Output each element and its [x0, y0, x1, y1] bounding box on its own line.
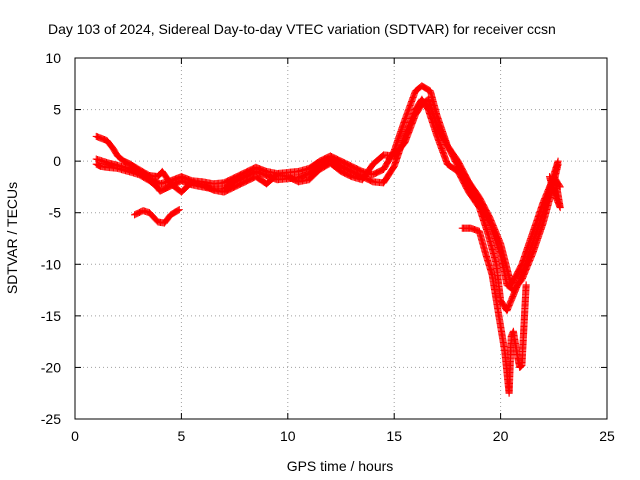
x-tick-label: 15 — [386, 428, 402, 444]
plot-frame — [74, 57, 608, 420]
x-tick-label: 25 — [599, 428, 615, 444]
y-tick-label: -20 — [41, 359, 61, 375]
series-5 — [458, 224, 530, 397]
data-point — [175, 206, 183, 214]
series-2 — [92, 82, 562, 294]
y-tick-label: -10 — [41, 256, 61, 272]
data-point — [554, 160, 562, 168]
y-tick-label: 5 — [53, 102, 61, 118]
x-tick-label: 0 — [71, 428, 79, 444]
ticks — [74, 57, 608, 420]
series-3 — [92, 95, 564, 289]
x-tick-label: 10 — [280, 428, 296, 444]
data-points — [92, 82, 564, 397]
y-axis-label: SDTVAR / TECUs — [4, 182, 20, 294]
y-tick-label: 10 — [45, 50, 61, 66]
y-tick-labels: -25 -20 -15 -10 -5 0 5 10 — [41, 50, 61, 427]
x-tick-label: 5 — [178, 428, 186, 444]
y-tick-label: -15 — [41, 308, 61, 324]
data-point — [552, 178, 560, 186]
x-axis-label: GPS time / hours — [287, 458, 394, 474]
data-point — [522, 281, 530, 289]
series-6 — [545, 173, 564, 212]
y-tick-label: -25 — [41, 411, 61, 427]
y-tick-label: 0 — [53, 153, 61, 169]
x-tick-labels: 0 5 10 15 20 25 — [71, 428, 615, 444]
data-point — [174, 206, 182, 214]
y-tick-label: -5 — [49, 205, 62, 221]
grid — [75, 58, 607, 419]
series-4 — [131, 206, 183, 227]
x-tick-label: 20 — [493, 428, 509, 444]
chart-title: Day 103 of 2024, Sidereal Day-to-day VTE… — [48, 21, 556, 37]
